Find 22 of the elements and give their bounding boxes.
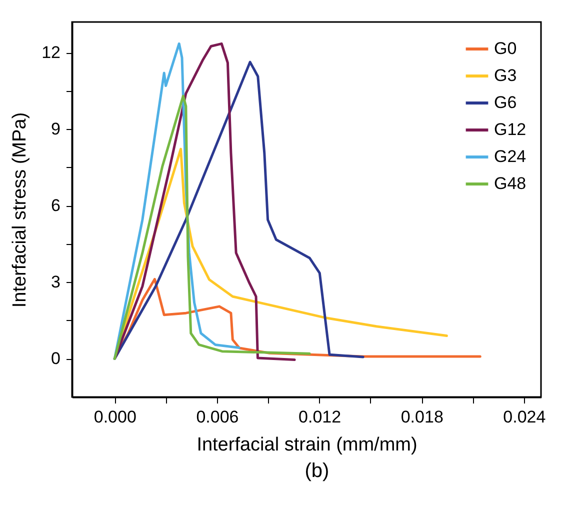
y-tick-label: 0	[51, 349, 60, 368]
legend-label: G6	[494, 93, 517, 112]
legend-label: G24	[494, 147, 526, 166]
legend-label: G0	[494, 39, 517, 58]
line-series	[113, 94, 311, 360]
line-series	[113, 42, 296, 362]
y-axis-title: Interfacial stress (MPa)	[10, 112, 31, 308]
x-tick-label: 0.012	[298, 408, 342, 426]
y-tick-label: 9	[51, 120, 60, 139]
x-tick-label: 0.006	[196, 408, 239, 426]
y-tick-label: 6	[51, 196, 60, 216]
legend-label: G12	[494, 120, 526, 139]
x-tick-label: 0.000	[94, 408, 136, 426]
line-series	[113, 60, 364, 360]
y-tick-label: 3	[51, 272, 60, 292]
y-tick-label: 12	[42, 43, 60, 62]
text: (b)	[304, 460, 330, 483]
x-tick-label: 0.018	[400, 408, 444, 426]
legend-label: G3	[494, 66, 517, 85]
legend-label: G48	[494, 174, 526, 193]
x-tick-label: 0.024	[503, 408, 546, 426]
x-axis-title: Interfacial strain (mm/mm)	[196, 434, 418, 456]
